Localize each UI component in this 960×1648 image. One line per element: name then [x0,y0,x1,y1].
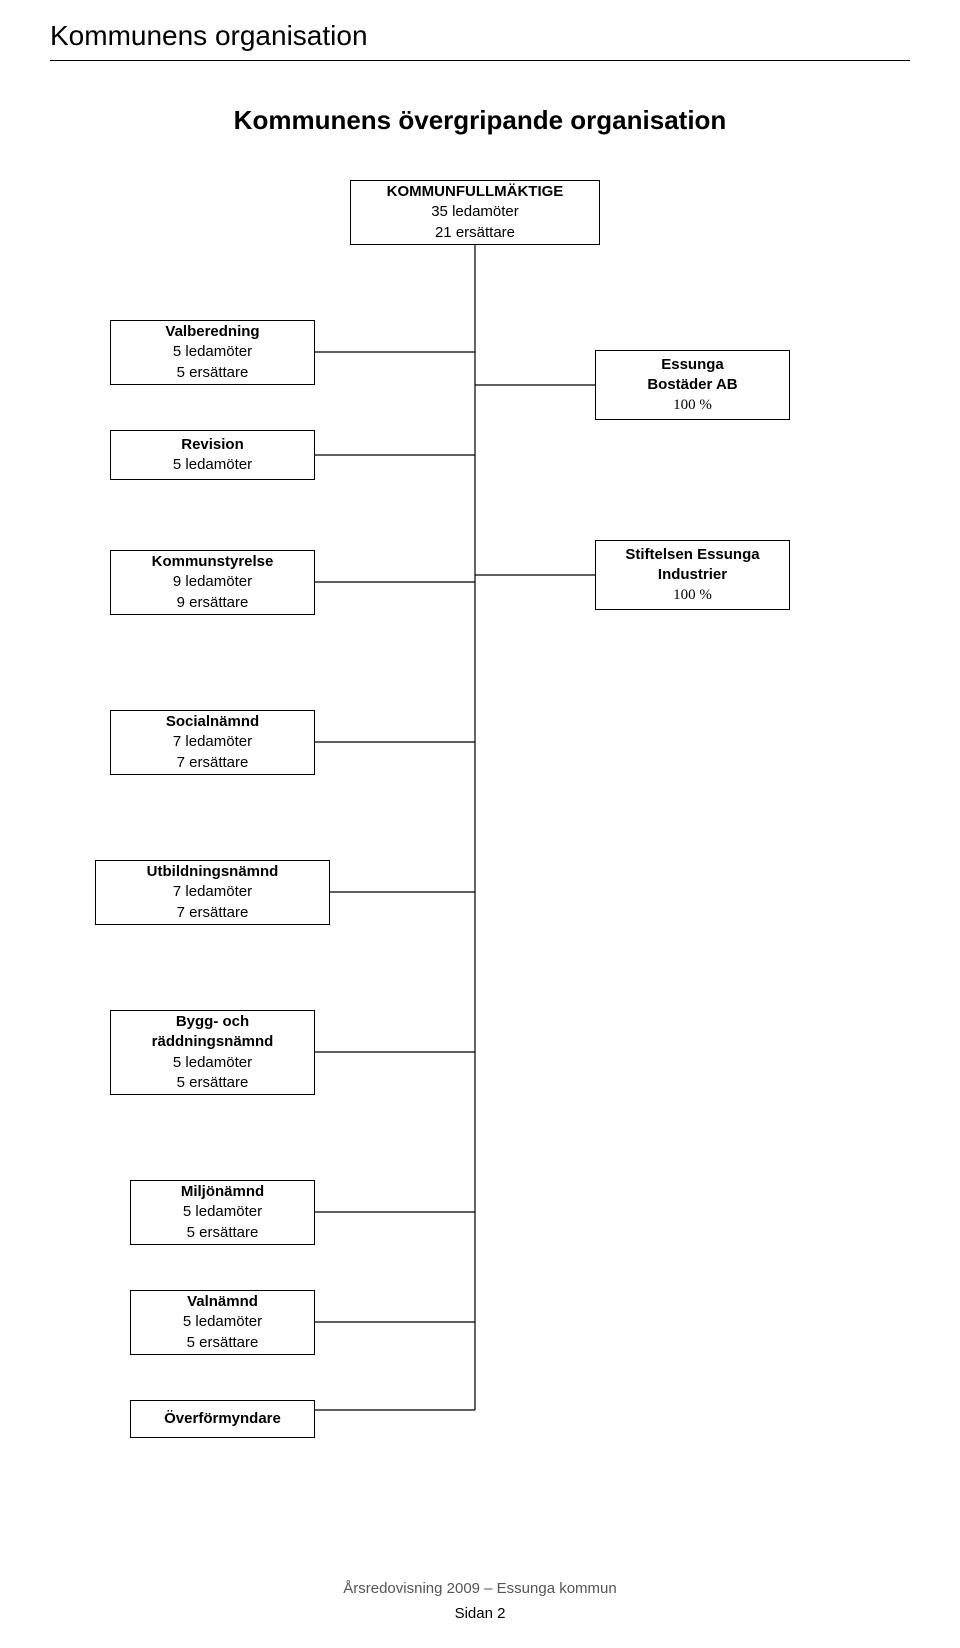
node-title: Bostäder AB [647,375,737,395]
node-revision: Revision 5 ledamöter [110,430,315,480]
node-title: Valberedning [165,322,259,342]
node-sub: 5 ersättare [187,1223,259,1243]
node-sub: 21 ersättare [435,223,515,243]
node-title: Miljönämnd [181,1182,264,1202]
node-valberedning: Valberedning 5 ledamöter 5 ersättare [110,320,315,385]
node-sub: 9 ledamöter [173,572,252,592]
node-sub: 5 ledamöter [183,1202,262,1222]
node-title: Revision [181,435,244,455]
node-sub: 5 ledamöter [173,1053,252,1073]
node-sub: 100 % [673,585,712,605]
node-title: Bygg- och [176,1012,249,1032]
page-subtitle: Kommunens övergripande organisation [0,105,960,136]
node-sub: 9 ersättare [177,593,249,613]
node-stiftelsen-industrier: Stiftelsen Essunga Industrier 100 % [595,540,790,610]
node-sub: 7 ledamöter [173,882,252,902]
node-essunga-bostader: Essunga Bostäder AB 100 % [595,350,790,420]
node-title: KOMMUNFULLMÄKTIGE [387,182,564,202]
org-chart: KOMMUNFULLMÄKTIGE 35 ledamöter 21 ersätt… [0,180,960,1560]
node-title: Essunga [661,355,724,375]
node-sub: 7 ersättare [177,753,249,773]
node-sub: 5 ersättare [177,1073,249,1093]
node-title: Stiftelsen Essunga [625,545,759,565]
node-title: Utbildningsnämnd [147,862,279,882]
node-title: räddningsnämnd [152,1032,274,1052]
title-underline [50,60,910,61]
node-sub: 7 ledamöter [173,732,252,752]
node-title: Socialnämnd [166,712,259,732]
node-sub: 5 ledamöter [183,1312,262,1332]
page-title: Kommunens organisation [50,20,368,52]
node-sub: 5 ledamöter [173,342,252,362]
node-sub: 5 ersättare [177,363,249,383]
node-title: Valnämnd [187,1292,258,1312]
node-sub: 7 ersättare [177,903,249,923]
node-valnamnd: Valnämnd 5 ledamöter 5 ersättare [130,1290,315,1355]
node-kommunfullmaktige: KOMMUNFULLMÄKTIGE 35 ledamöter 21 ersätt… [350,180,600,245]
node-utbildningsnamnd: Utbildningsnämnd 7 ledamöter 7 ersättare [95,860,330,925]
page-footer: Årsredovisning 2009 – Essunga kommun [0,1580,960,1597]
node-sub: 5 ersättare [187,1333,259,1353]
node-title: Industrier [658,565,727,585]
node-sub: 35 ledamöter [431,202,519,222]
node-kommunstyrelse: Kommunstyrelse 9 ledamöter 9 ersättare [110,550,315,615]
node-miljonamnd: Miljönämnd 5 ledamöter 5 ersättare [130,1180,315,1245]
page-number: Sidan 2 [0,1605,960,1622]
node-sub: 100 % [673,395,712,415]
node-title: Överförmyndare [164,1409,281,1429]
node-overformyndare: Överförmyndare [130,1400,315,1438]
node-socialnamnd: Socialnämnd 7 ledamöter 7 ersättare [110,710,315,775]
node-title: Kommunstyrelse [152,552,274,572]
node-bygg-raddningsnamnd: Bygg- och räddningsnämnd 5 ledamöter 5 e… [110,1010,315,1095]
node-sub: 5 ledamöter [173,455,252,475]
